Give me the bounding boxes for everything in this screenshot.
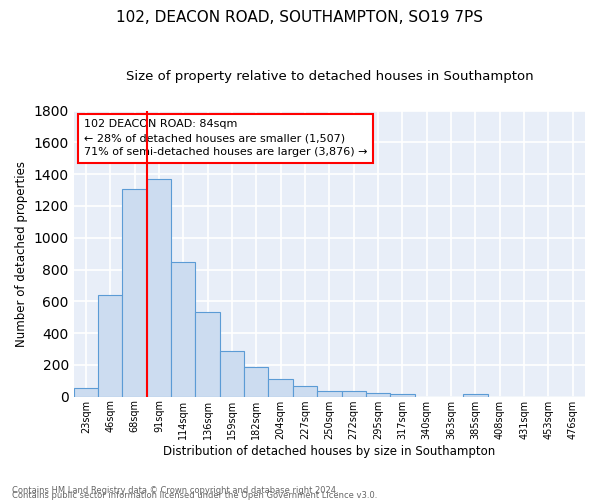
Text: Contains HM Land Registry data © Crown copyright and database right 2024.: Contains HM Land Registry data © Crown c… (12, 486, 338, 495)
Text: 102 DEACON ROAD: 84sqm
← 28% of detached houses are smaller (1,507)
71% of semi-: 102 DEACON ROAD: 84sqm ← 28% of detached… (84, 119, 367, 157)
Bar (390, 394, 415, 396)
Bar (317, 390, 341, 396)
Bar (463, 394, 488, 396)
Bar (171, 262, 196, 396)
Bar (196, 312, 220, 396)
Title: Size of property relative to detached houses in Southampton: Size of property relative to detached ho… (125, 70, 533, 83)
X-axis label: Distribution of detached houses by size in Southampton: Distribution of detached houses by size … (163, 444, 496, 458)
Bar (244, 368, 268, 396)
Y-axis label: Number of detached properties: Number of detached properties (15, 160, 28, 346)
Text: 102, DEACON ROAD, SOUTHAMPTON, SO19 7PS: 102, DEACON ROAD, SOUTHAMPTON, SO19 7PS (116, 10, 484, 25)
Bar (147, 179, 171, 396)
Bar (268, 379, 293, 396)
Bar (74, 388, 98, 396)
Bar (122, 189, 147, 396)
Bar (98, 295, 122, 396)
Bar (366, 393, 390, 396)
Bar (293, 386, 317, 396)
Bar (341, 390, 366, 396)
Bar (220, 352, 244, 397)
Text: Contains public sector information licensed under the Open Government Licence v3: Contains public sector information licen… (12, 491, 377, 500)
